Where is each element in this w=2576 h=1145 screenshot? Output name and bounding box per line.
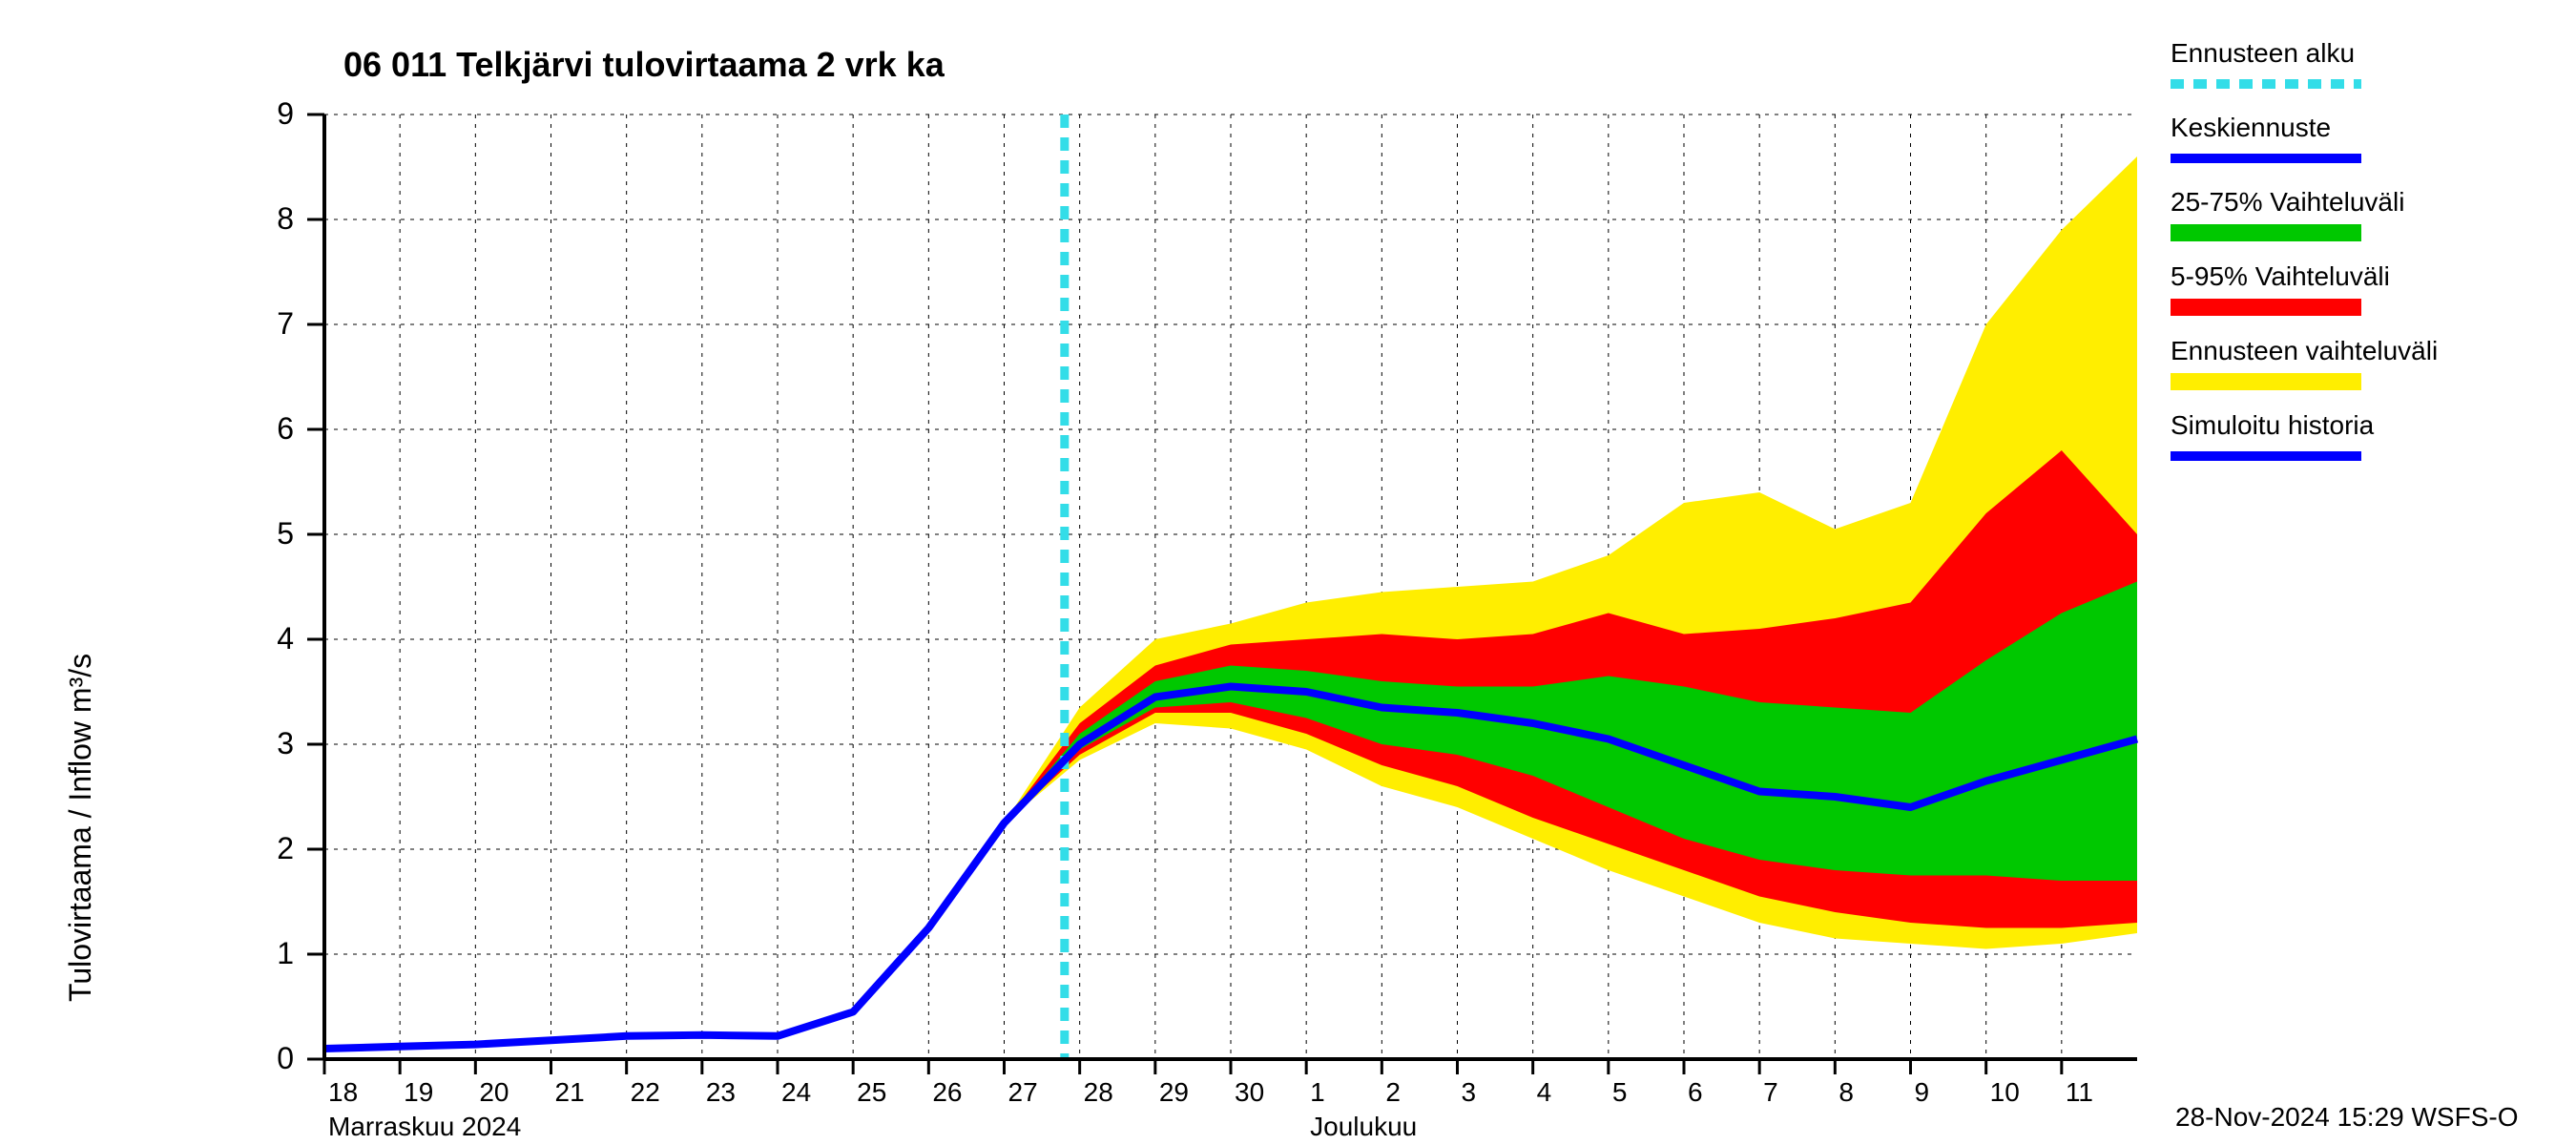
x-tick-label: 5 [1612,1077,1628,1107]
x-tick-label: 21 [555,1077,585,1107]
x-tick-label: 1 [1310,1077,1325,1107]
x-tick-label: 20 [479,1077,509,1107]
x-tick-label: 18 [328,1077,358,1107]
x-tick-label: 11 [2066,1077,2093,1107]
legend-label: 5-95% Vaihteluväli [2171,261,2390,291]
legend-swatch [2171,373,2361,390]
y-axis-label: Tulovirtaama / Inflow m³/s [63,654,97,1002]
x-tick-label: 27 [1008,1077,1038,1107]
x-tick-label: 24 [781,1077,811,1107]
y-tick-label: 7 [277,306,294,341]
legend-swatch [2171,224,2361,241]
x-tick-label: 3 [1462,1077,1477,1107]
y-tick-label: 9 [277,96,294,131]
month-label-fi: Marraskuu 2024 [328,1112,521,1141]
legend-label: Keskiennuste [2171,113,2331,142]
x-tick-label: 10 [1990,1077,2020,1107]
y-tick-label: 8 [277,201,294,236]
x-tick-label: 8 [1839,1077,1854,1107]
y-tick-label: 2 [277,831,294,865]
y-tick-label: 5 [277,516,294,551]
x-tick-label: 28 [1084,1077,1113,1107]
inflow-fan-chart: 181920212223242526272829301234567891011 … [0,0,2576,1145]
x-tick-label: 19 [404,1077,433,1107]
y-tick-label: 6 [277,411,294,446]
legend-label: Ennusteen vaihteluväli [2171,336,2438,365]
y-tick-label: 4 [277,621,294,656]
x-tick-label: 2 [1385,1077,1401,1107]
legend-label: 25-75% Vaihteluväli [2171,187,2404,217]
chart-title: 06 011 Telkjärvi tulovirtaama 2 vrk ka [343,45,945,84]
legend-label: Ennusteen alku [2171,38,2355,68]
x-tick-label: 25 [857,1077,886,1107]
x-tick-label: 29 [1159,1077,1189,1107]
x-tick-label: 6 [1688,1077,1703,1107]
x-tick-label: 9 [1915,1077,1930,1107]
x-tick-label: 23 [706,1077,736,1107]
x-tick-label: 22 [631,1077,660,1107]
y-tick-label: 1 [277,936,294,970]
y-tick-label: 0 [277,1041,294,1075]
x-tick-label: 4 [1537,1077,1552,1107]
x-tick-label: 30 [1235,1077,1264,1107]
y-tick-label: 3 [277,726,294,760]
x-tick-label: 7 [1763,1077,1778,1107]
legend-swatch [2171,299,2361,316]
legend-label: Simuloitu historia [2171,410,2375,440]
x-tick-label: 26 [932,1077,962,1107]
timestamp-label: 28-Nov-2024 15:29 WSFS-O [2175,1102,2519,1132]
month-label-fi: Joulukuu [1310,1112,1417,1141]
